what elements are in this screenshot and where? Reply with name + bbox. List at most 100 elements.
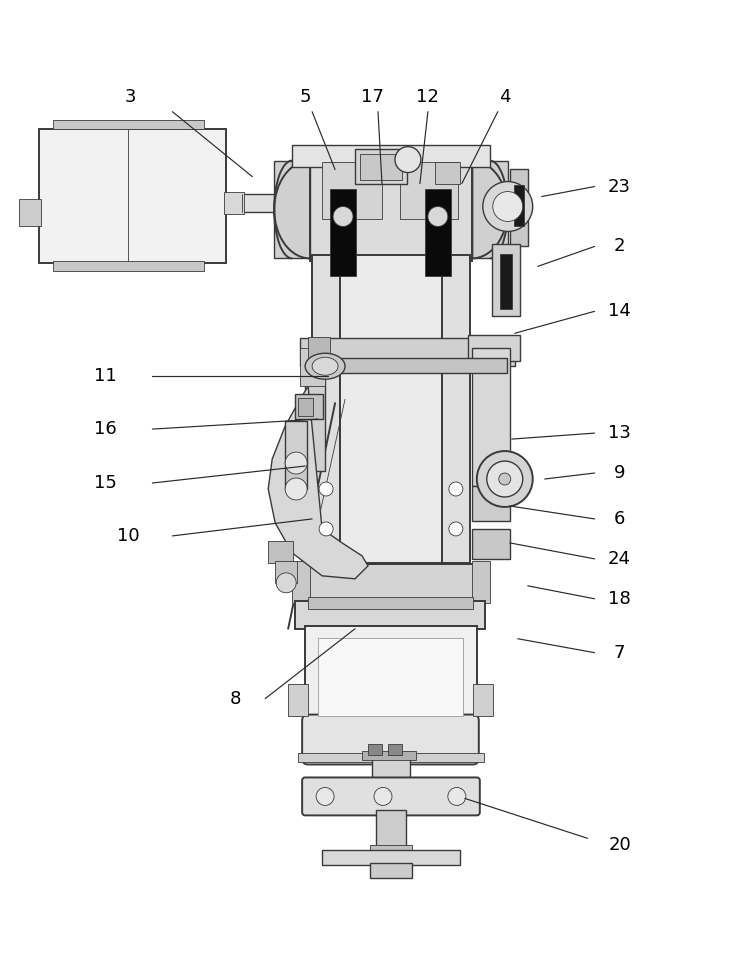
Ellipse shape bbox=[312, 357, 338, 375]
Bar bbox=[376, 811, 406, 849]
Bar bbox=[310, 156, 472, 261]
Bar bbox=[288, 684, 308, 716]
Bar bbox=[295, 394, 323, 419]
Circle shape bbox=[477, 452, 533, 507]
Text: 24: 24 bbox=[608, 550, 631, 568]
Bar bbox=[370, 863, 412, 879]
Bar bbox=[242, 193, 310, 212]
Polygon shape bbox=[274, 160, 310, 258]
Circle shape bbox=[448, 787, 466, 805]
Bar bbox=[467, 335, 520, 361]
Text: 13: 13 bbox=[608, 424, 631, 442]
Bar bbox=[372, 757, 410, 783]
Bar bbox=[298, 398, 313, 417]
Bar bbox=[435, 161, 460, 184]
Text: 14: 14 bbox=[608, 302, 631, 320]
Bar bbox=[298, 753, 484, 762]
Circle shape bbox=[316, 787, 334, 805]
Circle shape bbox=[333, 207, 353, 226]
Circle shape bbox=[319, 522, 333, 536]
Bar bbox=[285, 461, 307, 489]
Bar bbox=[330, 188, 356, 277]
Bar bbox=[472, 561, 490, 603]
Bar bbox=[472, 486, 510, 520]
Text: 12: 12 bbox=[416, 87, 440, 106]
Text: 2: 2 bbox=[614, 238, 625, 255]
Bar bbox=[362, 751, 416, 760]
Text: 10: 10 bbox=[117, 527, 139, 545]
Bar bbox=[285, 421, 307, 463]
Bar bbox=[298, 564, 483, 599]
Bar bbox=[275, 561, 297, 583]
Circle shape bbox=[319, 482, 333, 496]
Bar bbox=[370, 846, 412, 854]
Bar bbox=[312, 358, 507, 373]
Circle shape bbox=[395, 147, 421, 173]
Text: 18: 18 bbox=[608, 589, 631, 608]
Bar bbox=[295, 601, 485, 629]
Bar bbox=[472, 349, 510, 486]
Ellipse shape bbox=[305, 353, 345, 380]
Circle shape bbox=[493, 191, 523, 221]
Bar bbox=[292, 561, 310, 603]
Circle shape bbox=[285, 478, 307, 500]
Bar bbox=[305, 361, 325, 471]
Bar bbox=[510, 169, 528, 247]
Polygon shape bbox=[472, 160, 507, 258]
Text: 9: 9 bbox=[614, 464, 625, 482]
Bar bbox=[53, 119, 204, 129]
Circle shape bbox=[499, 473, 510, 485]
Bar bbox=[492, 245, 520, 317]
Text: 15: 15 bbox=[94, 474, 117, 492]
Bar bbox=[473, 684, 493, 716]
Bar bbox=[38, 129, 226, 263]
Bar bbox=[360, 153, 402, 180]
Text: 16: 16 bbox=[94, 420, 117, 438]
Bar bbox=[292, 145, 490, 167]
Bar bbox=[300, 349, 325, 386]
Text: 4: 4 bbox=[499, 87, 510, 106]
Bar bbox=[312, 255, 340, 563]
Bar bbox=[368, 744, 382, 754]
Text: 3: 3 bbox=[124, 87, 136, 106]
Bar bbox=[500, 254, 512, 310]
Text: 23: 23 bbox=[608, 178, 631, 195]
Polygon shape bbox=[268, 386, 368, 579]
Circle shape bbox=[483, 182, 533, 231]
Text: 8: 8 bbox=[229, 689, 241, 708]
Bar bbox=[355, 149, 407, 184]
Text: 11: 11 bbox=[94, 367, 117, 385]
Bar bbox=[318, 638, 463, 716]
FancyBboxPatch shape bbox=[302, 778, 480, 816]
Text: 20: 20 bbox=[608, 836, 631, 854]
Bar bbox=[322, 851, 460, 865]
Text: 7: 7 bbox=[614, 644, 625, 661]
Circle shape bbox=[487, 461, 523, 497]
Circle shape bbox=[276, 573, 296, 593]
Bar bbox=[308, 337, 330, 359]
Bar bbox=[322, 161, 382, 219]
Circle shape bbox=[428, 207, 448, 226]
Bar bbox=[442, 255, 470, 563]
FancyBboxPatch shape bbox=[302, 715, 479, 764]
Bar bbox=[19, 198, 41, 226]
Bar bbox=[308, 597, 473, 609]
Circle shape bbox=[285, 452, 307, 474]
Bar bbox=[425, 188, 451, 277]
Bar bbox=[300, 338, 515, 366]
Text: 5: 5 bbox=[299, 87, 311, 106]
Bar bbox=[224, 191, 244, 214]
Bar bbox=[513, 184, 524, 226]
Bar bbox=[340, 255, 442, 563]
Bar bbox=[472, 529, 510, 559]
Bar bbox=[268, 541, 293, 563]
Circle shape bbox=[374, 787, 392, 805]
Bar bbox=[400, 161, 458, 219]
Circle shape bbox=[449, 482, 463, 496]
Bar bbox=[305, 625, 477, 725]
Text: 17: 17 bbox=[360, 87, 384, 106]
Circle shape bbox=[449, 522, 463, 536]
Bar bbox=[53, 261, 204, 272]
Text: 6: 6 bbox=[614, 510, 625, 528]
Bar bbox=[388, 744, 402, 754]
